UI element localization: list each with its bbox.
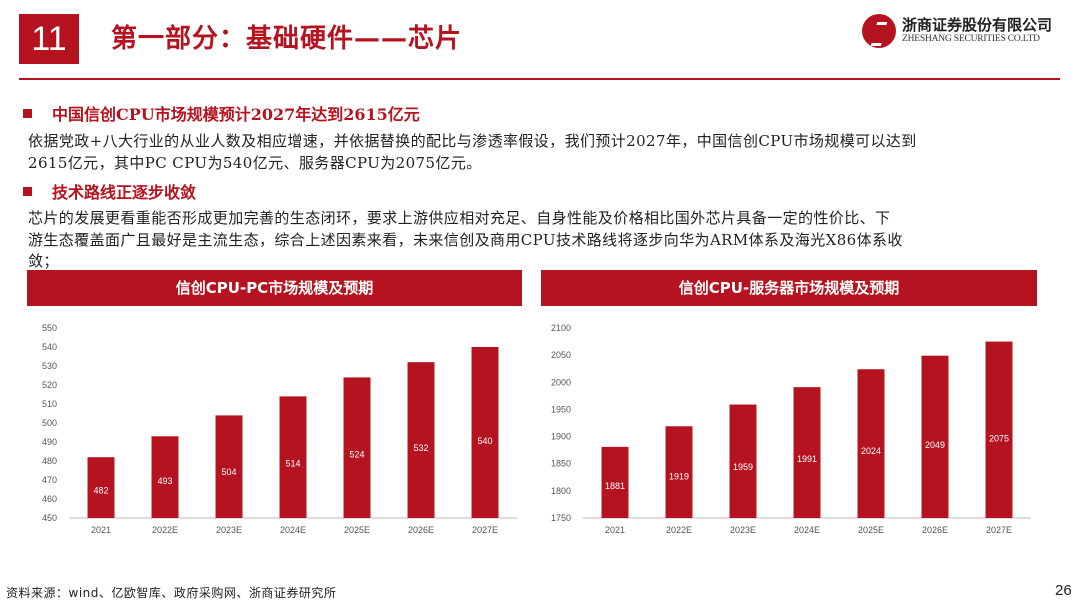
y-tick-label: 1800 xyxy=(551,486,571,496)
y-tick-label: 2000 xyxy=(551,377,571,387)
bar xyxy=(215,415,243,518)
y-tick-label: 500 xyxy=(42,418,57,428)
bar xyxy=(857,369,885,518)
logo-cn-text: 浙商证券股份有限公司 xyxy=(902,16,1053,34)
bar-value-label: 532 xyxy=(413,443,428,453)
y-tick-label: 520 xyxy=(42,380,57,390)
bar xyxy=(985,341,1013,518)
bar xyxy=(87,457,115,518)
x-tick-label: 2025E xyxy=(858,525,884,535)
y-tick-label: 1950 xyxy=(551,404,571,414)
x-tick-label: 2021 xyxy=(605,525,625,535)
y-tick-label: 550 xyxy=(42,323,57,333)
bar-value-label: 514 xyxy=(285,458,300,468)
bullet-square-icon xyxy=(23,187,32,196)
bar-value-label: 493 xyxy=(157,476,172,486)
pc-chart-title: 信创CPU-PC市场规模及预期 xyxy=(27,270,522,306)
x-tick-label: 2023E xyxy=(730,525,756,535)
header-divider xyxy=(19,78,1060,80)
y-tick-label: 1850 xyxy=(551,459,571,469)
page-badge: 11 xyxy=(19,14,79,64)
x-tick-label: 2027E xyxy=(986,525,1012,535)
page-title: 第一部分：基础硬件——芯片 xyxy=(111,24,463,54)
server-chart-title: 信创CPU-服务器市场规模及预期 xyxy=(541,270,1037,306)
bar xyxy=(921,355,949,518)
x-tick-label: 2025E xyxy=(344,525,370,535)
bar xyxy=(601,446,629,518)
bar xyxy=(407,362,435,518)
y-tick-label: 470 xyxy=(42,475,57,485)
x-tick-label: 2022E xyxy=(666,525,692,535)
logo-en-text: ZHESHANG SECURITIES CO.LTD xyxy=(902,34,1040,44)
section1-body: 依据党政+八大行业的从业人数及相应增速，并依据替换的配比与渗透率假设，我们预计2… xyxy=(28,131,1058,174)
bar-value-label: 482 xyxy=(93,486,108,496)
y-tick-label: 2100 xyxy=(551,323,571,333)
y-tick-label: 480 xyxy=(42,456,57,466)
y-tick-label: 460 xyxy=(42,494,57,504)
bar-value-label: 2024 xyxy=(861,446,881,456)
y-tick-label: 540 xyxy=(42,342,57,352)
x-tick-label: 2027E xyxy=(472,525,498,535)
bar xyxy=(471,347,499,518)
section2-line1: 芯片的发展更看重能否形成更加完善的生态闭环，要求上游供应相对充足、自身性能及价格… xyxy=(28,209,891,227)
x-tick-label: 2021 xyxy=(91,525,111,535)
section1-line1: 依据党政+八大行业的从业人数及相应增速，并依据替换的配比与渗透率假设，我们预计2… xyxy=(28,132,917,150)
x-tick-label: 2022E xyxy=(152,525,178,535)
bar xyxy=(343,377,371,518)
bar xyxy=(729,404,757,518)
x-tick-label: 2023E xyxy=(216,525,242,535)
x-tick-label: 2026E xyxy=(408,525,434,535)
bar-value-label: 540 xyxy=(477,436,492,446)
y-tick-label: 530 xyxy=(42,361,57,371)
bar-value-label: 1919 xyxy=(669,472,689,482)
section2-heading: 技术路线正逐步收敛 xyxy=(52,183,197,202)
y-tick-label: 490 xyxy=(42,437,57,447)
x-tick-label: 2024E xyxy=(280,525,306,535)
bullet-square-icon xyxy=(23,109,32,118)
y-tick-label: 1900 xyxy=(551,432,571,442)
pc-cpu-bar-chart: 450 460 470 480 490 500 510 520 530 540 550 482 2021… xyxy=(42,323,517,535)
y-tick-label: 1750 xyxy=(551,513,571,523)
page-number: 26 xyxy=(1055,582,1072,599)
section2-line2: 游生态覆盖面广且最好是主流生态，综合上述因素来看，未来信创及商用CPU技术路线将… xyxy=(28,230,903,249)
y-tick-label: 450 xyxy=(42,513,57,523)
bar-value-label: 504 xyxy=(221,467,236,477)
source-note: 资料来源：wind、亿欧智库、政府采购网、浙商证券研究所 xyxy=(6,586,337,600)
bar-value-label: 1881 xyxy=(605,481,625,491)
section2-line3: 敛； xyxy=(28,252,59,270)
bar-value-label: 524 xyxy=(349,450,364,460)
y-tick-label: 510 xyxy=(42,399,57,409)
bar xyxy=(279,396,307,518)
bar-value-label: 1991 xyxy=(797,454,817,464)
bar-value-label: 1959 xyxy=(733,462,753,472)
bar-value-label: 2075 xyxy=(989,434,1009,444)
logo-icon xyxy=(862,14,896,48)
bar xyxy=(665,426,693,518)
x-tick-label: 2026E xyxy=(922,525,948,535)
section1-heading: 中国信创CPU市场规模预计2027年达到2615亿元 xyxy=(52,105,420,124)
x-tick-label: 2024E xyxy=(794,525,820,535)
bar xyxy=(793,387,821,518)
company-logo: 浙商证券股份有限公司 ZHESHANG SECURITIES CO.LTD xyxy=(862,12,1062,52)
server-cpu-bar-chart: 1750 1800 1850 1900 1950 2000 2050 2100 1881 2021… xyxy=(551,323,1031,535)
y-tick-label: 2050 xyxy=(551,350,571,360)
bar xyxy=(151,436,179,518)
section2-body: 芯片的发展更看重能否形成更加完善的生态闭环，要求上游供应相对充足、自身性能及价格… xyxy=(28,208,1058,273)
bar-value-label: 2049 xyxy=(925,440,945,450)
section1-line2: 2615亿元，其中PC CPU为540亿元、服务器CPU为2075亿元。 xyxy=(28,153,482,172)
